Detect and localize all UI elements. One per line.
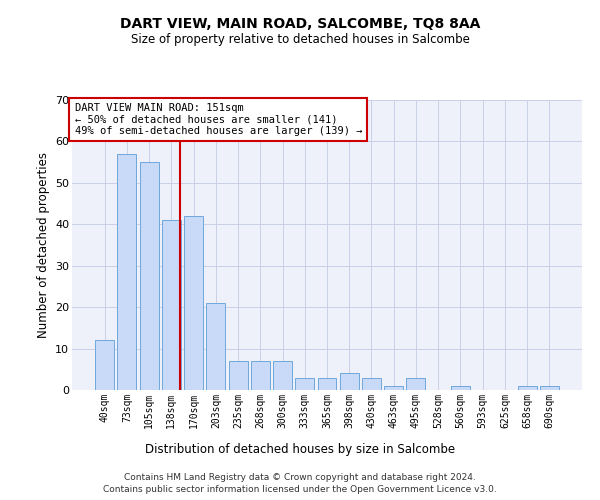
Text: Size of property relative to detached houses in Salcombe: Size of property relative to detached ho… (131, 32, 469, 46)
Bar (406, 378, 425, 390)
Text: DART VIEW, MAIN ROAD, SALCOMBE, TQ8 8AA: DART VIEW, MAIN ROAD, SALCOMBE, TQ8 8AA (120, 18, 480, 32)
Bar (540, 386, 559, 390)
Bar (184, 216, 203, 390)
Bar (251, 361, 270, 390)
Bar (140, 162, 158, 390)
Bar (384, 386, 403, 390)
Y-axis label: Number of detached properties: Number of detached properties (37, 152, 50, 338)
Text: DART VIEW MAIN ROAD: 151sqm
← 50% of detached houses are smaller (141)
49% of se: DART VIEW MAIN ROAD: 151sqm ← 50% of det… (74, 103, 362, 136)
Bar (273, 361, 292, 390)
Bar (518, 386, 536, 390)
Bar (362, 378, 381, 390)
Bar (206, 303, 225, 390)
Bar (162, 220, 181, 390)
Text: Distribution of detached houses by size in Salcombe: Distribution of detached houses by size … (145, 442, 455, 456)
Bar (317, 378, 337, 390)
Text: Contains public sector information licensed under the Open Government Licence v3: Contains public sector information licen… (103, 485, 497, 494)
Bar (295, 378, 314, 390)
Text: Contains HM Land Registry data © Crown copyright and database right 2024.: Contains HM Land Registry data © Crown c… (124, 472, 476, 482)
Bar (118, 154, 136, 390)
Bar (229, 361, 248, 390)
Bar (95, 340, 114, 390)
Bar (340, 374, 359, 390)
Bar (451, 386, 470, 390)
